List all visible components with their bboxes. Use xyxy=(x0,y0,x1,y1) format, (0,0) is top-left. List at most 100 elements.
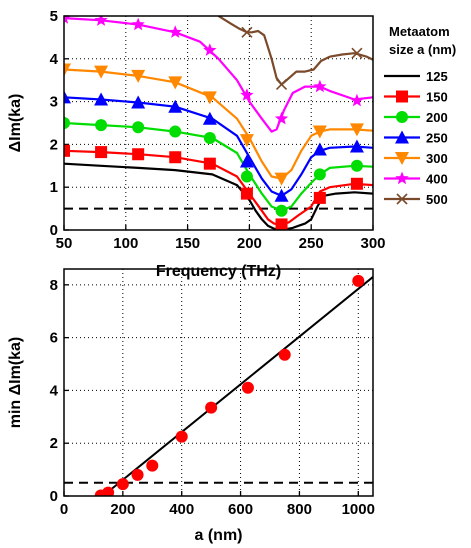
x-tick-label: 400 xyxy=(169,501,194,518)
marker-300 xyxy=(64,63,71,77)
marker-400 xyxy=(64,16,71,24)
x-tick-label: 0 xyxy=(60,501,68,518)
x-tick-label: 300 xyxy=(360,235,385,252)
marker-150 xyxy=(350,177,363,190)
marker-300 xyxy=(312,125,327,139)
marker-250 xyxy=(168,99,183,113)
bottom-chart: 0 200 400 600 800 1000 0 2 4 6 8 a (nm) min ΔIm(ka) xyxy=(7,268,375,544)
marker-150 xyxy=(275,218,288,230)
marker-250 xyxy=(274,188,289,202)
y-tick-label: 6 xyxy=(50,330,58,347)
marker-200 xyxy=(275,204,288,217)
y-tick-label: 3 xyxy=(50,94,58,111)
marker-400 xyxy=(350,93,364,107)
marker-250 xyxy=(202,111,217,125)
legend-marker-150 xyxy=(396,90,408,103)
marker-300 xyxy=(168,76,183,90)
marker-200 xyxy=(313,168,326,181)
legend-title-2: size a (nm) xyxy=(389,42,456,57)
marker-150 xyxy=(132,148,145,161)
marker-250 xyxy=(239,154,254,168)
marker-300 xyxy=(239,134,254,148)
marker-300 xyxy=(131,69,146,83)
plot-frame xyxy=(63,15,374,231)
marker-250 xyxy=(312,142,327,156)
marker-200 xyxy=(132,121,145,134)
marker-400 xyxy=(168,25,182,38)
series-line-250 xyxy=(64,96,373,197)
marker-200 xyxy=(350,159,363,172)
marker-150 xyxy=(95,146,108,159)
y-tick-label: 0 xyxy=(50,488,58,505)
legend-label-400: 400 xyxy=(426,172,448,187)
x-tick-label: 100 xyxy=(113,235,138,252)
marker-400 xyxy=(313,79,327,93)
series-line-150 xyxy=(64,149,373,226)
series-line-125 xyxy=(64,162,373,230)
x-tick-label: 1000 xyxy=(342,501,375,518)
legend-label-125: 125 xyxy=(426,69,448,84)
x-tick-label: 600 xyxy=(228,501,253,518)
x-tick-label: 200 xyxy=(110,501,135,518)
x-tick-label: 800 xyxy=(287,501,312,518)
x-axis-title: Frequency (THz) xyxy=(156,263,281,280)
y-tick-label: 4 xyxy=(50,382,59,399)
series-line-400 xyxy=(64,17,373,133)
marker-400 xyxy=(131,17,145,31)
marker-300 xyxy=(94,65,109,79)
data-point xyxy=(131,468,144,481)
marker-150 xyxy=(169,151,182,164)
y-tick-label: 2 xyxy=(50,136,58,153)
marker-300 xyxy=(202,91,217,105)
top-chart: 50 100 150 200 250 300 0 1 2 3 4 5 Frequency (THz) ΔI… xyxy=(7,8,386,280)
x-tick-label: 200 xyxy=(237,235,262,252)
data-point xyxy=(278,348,291,361)
y-tick-label: 4 xyxy=(50,51,59,68)
legend-marker-500 xyxy=(396,193,408,205)
marker-200 xyxy=(95,119,108,132)
legend-label-200: 200 xyxy=(426,110,448,125)
marker-400 xyxy=(274,111,289,125)
marker-300 xyxy=(349,123,364,137)
fit-group xyxy=(94,274,373,496)
legend-marker-200 xyxy=(396,111,408,123)
y-axis-title: ΔIm(ka) xyxy=(7,94,24,153)
marker-150 xyxy=(313,191,326,204)
x-axis-title: a (nm) xyxy=(195,527,243,544)
y-tick-label: 5 xyxy=(50,8,58,25)
marker-250 xyxy=(64,90,71,104)
data-point xyxy=(352,274,365,287)
marker-250 xyxy=(131,95,146,109)
legend-marker-250 xyxy=(395,130,409,144)
x-tick-label: 150 xyxy=(175,235,200,252)
marker-500 xyxy=(351,47,363,59)
data-point xyxy=(241,381,254,394)
marker-200 xyxy=(64,117,70,129)
y-tick-label: 1 xyxy=(50,179,58,196)
marker-200 xyxy=(240,170,253,183)
plot-frame xyxy=(63,268,374,497)
marker-150 xyxy=(240,187,253,200)
legend-label-500: 500 xyxy=(426,192,448,207)
y-axis-title: min ΔIm(ka) xyxy=(7,337,24,429)
marker-150 xyxy=(203,157,216,170)
x-tick-label: 50 xyxy=(56,235,73,252)
legend-marker-300 xyxy=(395,152,409,165)
data-point xyxy=(175,430,188,443)
legend-title-1: Metaatom xyxy=(389,24,450,39)
legend-label-250: 250 xyxy=(426,131,448,146)
marker-400 xyxy=(240,88,254,101)
legend-label-300: 300 xyxy=(426,151,448,166)
marker-200 xyxy=(203,131,216,144)
data-point xyxy=(146,459,159,472)
legend-label-150: 150 xyxy=(426,90,448,105)
series-line-500 xyxy=(217,16,373,86)
x-tick-label: 250 xyxy=(299,235,324,252)
y-tick-label: 0 xyxy=(50,222,58,239)
marker-250 xyxy=(349,139,364,153)
series-group xyxy=(64,16,373,230)
y-tick-label: 2 xyxy=(50,435,58,452)
marker-400 xyxy=(203,43,217,56)
data-point xyxy=(102,486,115,496)
